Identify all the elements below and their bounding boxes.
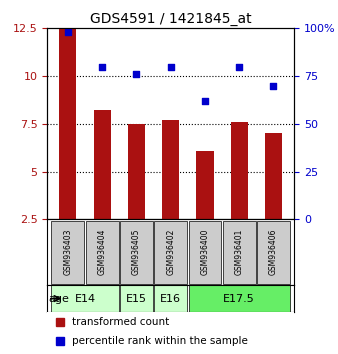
Text: GSM936402: GSM936402 xyxy=(166,229,175,275)
FancyBboxPatch shape xyxy=(51,221,84,284)
Bar xyxy=(231,122,248,219)
FancyBboxPatch shape xyxy=(51,285,119,312)
Bar xyxy=(162,120,179,219)
Text: E14: E14 xyxy=(74,293,96,304)
Text: GSM936404: GSM936404 xyxy=(98,229,107,275)
Point xyxy=(202,98,208,104)
Bar xyxy=(162,168,179,267)
Text: transformed count: transformed count xyxy=(72,317,169,327)
Bar xyxy=(128,172,145,267)
Point xyxy=(65,29,71,35)
Bar xyxy=(196,150,214,219)
Point xyxy=(271,83,276,88)
Text: percentile rank within the sample: percentile rank within the sample xyxy=(72,336,248,346)
Text: GSM936403: GSM936403 xyxy=(64,229,72,275)
FancyBboxPatch shape xyxy=(86,221,119,284)
Text: age: age xyxy=(48,293,69,304)
FancyBboxPatch shape xyxy=(189,285,290,312)
FancyBboxPatch shape xyxy=(223,221,256,284)
Text: GSM936406: GSM936406 xyxy=(269,229,278,275)
Bar xyxy=(59,76,76,267)
FancyBboxPatch shape xyxy=(120,285,153,312)
Bar xyxy=(265,181,282,267)
Text: GSM936405: GSM936405 xyxy=(132,229,141,275)
FancyBboxPatch shape xyxy=(154,285,187,312)
Bar xyxy=(59,28,76,219)
Bar xyxy=(231,170,248,267)
Text: E16: E16 xyxy=(160,293,181,304)
Point xyxy=(237,64,242,69)
Bar xyxy=(265,133,282,219)
Text: E17.5: E17.5 xyxy=(223,293,255,304)
Text: E15: E15 xyxy=(126,293,147,304)
Point xyxy=(99,64,105,69)
FancyBboxPatch shape xyxy=(189,221,221,284)
Text: GSM936400: GSM936400 xyxy=(200,229,210,275)
FancyBboxPatch shape xyxy=(120,221,153,284)
Bar xyxy=(94,158,111,267)
Text: GSM936401: GSM936401 xyxy=(235,229,244,275)
Point xyxy=(168,64,173,69)
Bar xyxy=(196,198,214,267)
Point xyxy=(134,72,139,77)
Bar xyxy=(128,124,145,219)
Title: GDS4591 / 1421845_at: GDS4591 / 1421845_at xyxy=(90,12,251,26)
FancyBboxPatch shape xyxy=(257,221,290,284)
FancyBboxPatch shape xyxy=(154,221,187,284)
Bar xyxy=(94,110,111,219)
